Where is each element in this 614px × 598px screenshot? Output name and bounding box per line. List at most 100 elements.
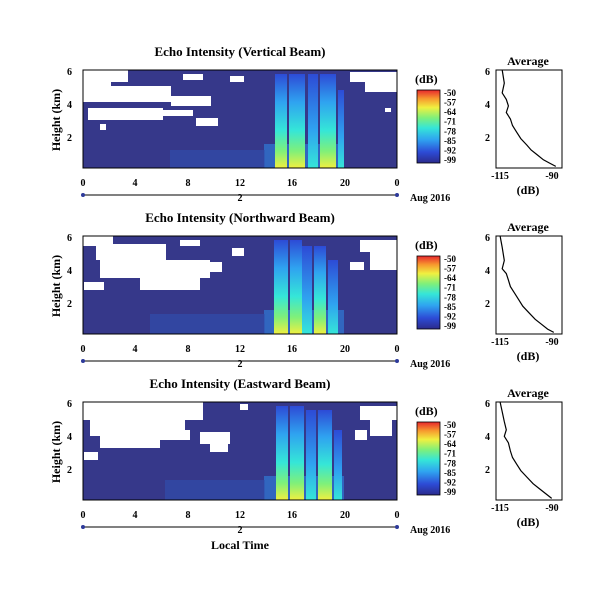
- colorbar-tick-label: -50: [444, 254, 456, 264]
- colorbar-tick-label: -64: [444, 273, 456, 283]
- colorbar-ticks: -50-57-64-71-78-85-92-99: [444, 420, 456, 497]
- y-tick-label: 4: [67, 100, 72, 111]
- x-tick-label: 0: [395, 178, 400, 189]
- average-profile: Average 6 4 2 -115 -90 (dB): [485, 54, 563, 197]
- x-axis: 0 4 8 12 16 20 0 2 Aug 2016 Local Time: [81, 510, 451, 552]
- x-tick-label: -115: [491, 503, 509, 514]
- y-tick-label: 2: [485, 299, 490, 310]
- day-marker: 2: [238, 193, 243, 204]
- y-tick-label: 6: [485, 67, 490, 78]
- colorbar-tick-label: -92: [444, 145, 456, 155]
- colorbar-tick-label: -99: [444, 321, 456, 331]
- colorbar-ticks: -50-57-64-71-78-85-92-99: [444, 254, 456, 331]
- y-tick-label: 2: [67, 133, 72, 144]
- y-tick-label: 2: [67, 299, 72, 310]
- x-tick-label: 16: [287, 344, 297, 355]
- y-tick-label: 2: [485, 133, 490, 144]
- profile-x-label: (dB): [517, 349, 540, 363]
- y-tick-label: 4: [485, 266, 490, 277]
- x-tick-label: 0: [395, 510, 400, 521]
- profile-line: [501, 69, 557, 167]
- echo-plume: [150, 240, 344, 334]
- y-tick-label: 4: [67, 266, 72, 277]
- profile-title: Average: [507, 220, 549, 234]
- colorbar-ticks: -50-57-64-71-78-85-92-99: [444, 88, 456, 165]
- profile-line: [499, 401, 553, 499]
- x-tick-label: 4: [133, 344, 138, 355]
- date-label: Aug 2016: [410, 525, 450, 536]
- day-axis-endpoint: [395, 525, 399, 529]
- colorbar-unit: (dB): [415, 404, 438, 418]
- x-tick-label: 12: [235, 344, 245, 355]
- colorbar-tick-label: -71: [444, 449, 456, 459]
- y-tick-label: 4: [67, 432, 72, 443]
- profile-frame: [495, 401, 563, 501]
- x-tick-label: 0: [81, 344, 86, 355]
- echo-plume: [165, 406, 344, 500]
- echo-plume: [170, 74, 344, 168]
- x-tick-label: 20: [340, 510, 350, 521]
- x-tick-label: 20: [340, 178, 350, 189]
- colorbar-tick-label: -99: [444, 487, 456, 497]
- profile-title: Average: [507, 386, 549, 400]
- y-axis-label: Height (km): [49, 89, 63, 151]
- colorbar-tick-label: -92: [444, 311, 456, 321]
- day-axis-endpoint: [81, 359, 85, 363]
- x-axis: 0 4 8 12 16 20 0 2 Aug 2016: [81, 178, 451, 204]
- panel-vertical-beam: Echo Intensity (Vertical Beam): [49, 44, 563, 204]
- panel-eastward-beam: Echo Intensity (Eastward Beam) 6: [49, 376, 563, 552]
- x-tick-label: -90: [545, 337, 558, 348]
- colorbar-tick-label: -57: [444, 264, 456, 274]
- colorbar-tick-label: -50: [444, 88, 456, 98]
- x-tick-label: -90: [545, 503, 558, 514]
- colorbar-unit: (dB): [415, 238, 438, 252]
- x-tick-label: 8: [186, 344, 191, 355]
- no-data-region: [83, 236, 397, 290]
- y-tick-label: 6: [67, 399, 72, 410]
- profile-title: Average: [507, 54, 549, 68]
- colorbar-scale: [416, 421, 441, 496]
- panel-northward-beam: Echo Intensity (Northward Beam) 6: [49, 210, 563, 370]
- colorbar-tick-label: -78: [444, 126, 456, 136]
- profile-x-label: (dB): [517, 515, 540, 529]
- colorbar-tick-label: -85: [444, 468, 456, 478]
- x-tick-label: 16: [287, 510, 297, 521]
- profile-x-label: (dB): [517, 183, 540, 197]
- plot-frame: [82, 401, 398, 501]
- colorbar-tick-label: -71: [444, 117, 456, 127]
- colorbar-tick-label: -50: [444, 420, 456, 430]
- colorbar-tick-label: -57: [444, 98, 456, 108]
- day-axis-endpoint: [81, 193, 85, 197]
- day-axis-endpoint: [395, 359, 399, 363]
- x-tick-label: 0: [81, 178, 86, 189]
- y-tick-label: 4: [485, 100, 490, 111]
- y-axis: 6 4 2 Height (km): [49, 233, 72, 317]
- colorbar-scale: [416, 255, 441, 330]
- y-tick-label: 2: [67, 465, 72, 476]
- chart-title: Echo Intensity (Vertical Beam): [154, 44, 325, 59]
- no-data-region: [83, 402, 397, 460]
- colorbar-tick-label: -99: [444, 155, 456, 165]
- colorbar-tick-label: -57: [444, 430, 456, 440]
- y-axis-label: Height (km): [49, 255, 63, 317]
- day-marker: 2: [238, 525, 243, 536]
- x-tick-label: -115: [491, 337, 509, 348]
- colorbar-unit: (dB): [415, 72, 438, 86]
- colorbar-tick-label: -78: [444, 458, 456, 468]
- colorbar-tick-label: -64: [444, 439, 456, 449]
- colorbar-tick-label: -64: [444, 107, 456, 117]
- colorbar-tick-label: -85: [444, 302, 456, 312]
- date-label: Aug 2016: [410, 193, 450, 204]
- x-tick-label: 12: [235, 510, 245, 521]
- chart-title: Echo Intensity (Northward Beam): [145, 210, 335, 225]
- x-tick-label: -90: [545, 171, 558, 182]
- x-tick-label: 0: [395, 344, 400, 355]
- colorbar-tick-label: -85: [444, 136, 456, 146]
- y-axis: 6 4 2 Height (km): [49, 399, 72, 483]
- colorbar: (dB) -50-57-64-71-78-85-92-99: [415, 72, 456, 165]
- x-tick-label: -115: [491, 171, 509, 182]
- average-profile: Average 6 4 2 -115 -90 (dB): [485, 220, 563, 363]
- colorbar: (dB) -50-57-64-71-78-85-92-99: [415, 238, 456, 331]
- x-tick-label: 20: [340, 344, 350, 355]
